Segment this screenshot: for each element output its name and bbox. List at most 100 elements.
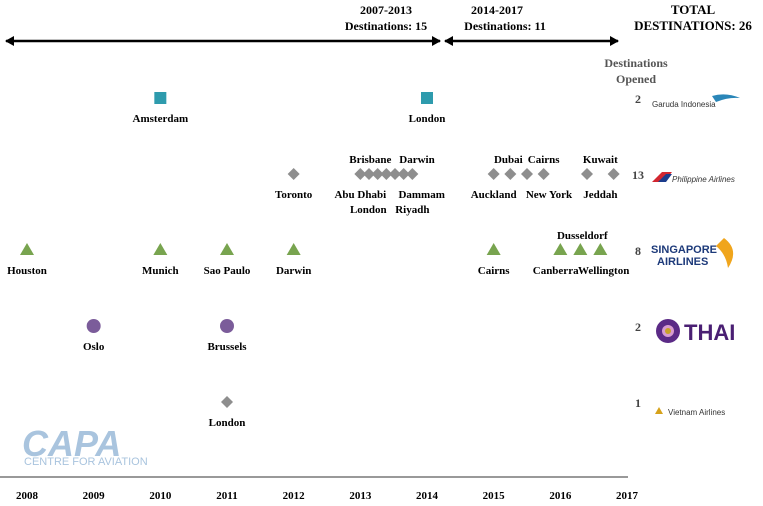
data-point — [593, 243, 608, 255]
x-axis-ticks: 2008 2009 2010 2011 2012 2013 2014 2015 2016 2017 — [16, 490, 639, 502]
point-label: London — [409, 113, 446, 125]
point-label: Brussels — [207, 341, 247, 353]
data-point — [573, 243, 588, 255]
sia-bird-icon — [716, 238, 734, 268]
point-label: London — [350, 204, 387, 216]
point-label: Riyadh — [395, 204, 429, 216]
destination-count: 8 — [635, 244, 641, 258]
point-label: Houston — [7, 265, 47, 277]
x-tick-label: 2013 — [349, 490, 372, 502]
point-label: Wellington — [578, 265, 629, 277]
data-point — [154, 92, 167, 104]
data-point — [521, 168, 533, 180]
point-label: Brisbane — [349, 154, 391, 166]
destination-counts: 2 13 8 2 1 — [632, 92, 644, 410]
pal-logo-text: Philippine Airlines — [672, 175, 735, 184]
period-1-line2: Destinations: 15 — [345, 19, 427, 33]
data-point — [504, 168, 517, 180]
data-point — [220, 243, 234, 255]
opened-header-line2: Opened — [616, 72, 656, 86]
thai-orchid-center-icon — [665, 328, 671, 334]
period-1-line1: 2007-2013 — [360, 3, 412, 17]
data-point — [380, 168, 393, 180]
period-2-line2: Destinations: 11 — [464, 19, 546, 33]
data-point — [287, 168, 300, 180]
thai-logo: THAI — [656, 319, 735, 345]
point-label: Dubai — [494, 154, 523, 166]
point-label: New York — [526, 189, 573, 201]
x-tick-label: 2008 — [16, 490, 39, 502]
garuda-logo: Garuda Indonesia — [652, 94, 740, 109]
destination-count: 13 — [632, 168, 644, 182]
data-labels: Amsterdam London Toronto Brisbane Darwin Abu … — [7, 113, 629, 429]
data-point — [86, 319, 101, 333]
singapore-airlines-logo: SINGAPORE AIRLINES — [651, 238, 734, 268]
point-label: Canberra — [533, 265, 579, 277]
point-label: Abu Dhabi — [334, 189, 386, 201]
data-point — [537, 168, 550, 180]
data-point — [397, 168, 410, 180]
point-label: Darwin — [276, 265, 311, 277]
data-point — [354, 168, 367, 180]
point-label: Darwin — [399, 154, 434, 166]
point-label: Cairns — [478, 265, 511, 277]
sia-logo-line2: AIRLINES — [657, 256, 708, 268]
garuda-bird-icon — [712, 94, 740, 102]
x-tick-label: 2012 — [283, 490, 306, 502]
data-point — [406, 168, 419, 180]
philippine-airlines-logo: Philippine Airlines — [652, 172, 735, 184]
sia-logo-line1: SINGAPORE — [651, 244, 717, 256]
data-point — [20, 243, 34, 255]
period-2-line1: 2014-2017 — [471, 3, 523, 17]
x-tick-label: 2017 — [616, 490, 639, 502]
data-point — [553, 243, 568, 255]
data-point — [486, 243, 501, 255]
capa-watermark: CAPA CENTRE FOR AVIATION — [22, 423, 148, 468]
data-marks — [20, 92, 620, 408]
data-point — [363, 168, 375, 180]
point-label: Kuwait — [583, 154, 618, 166]
vietnam-lotus-icon — [655, 407, 663, 414]
point-label: Amsterdam — [133, 113, 189, 125]
x-tick-label: 2014 — [416, 490, 439, 502]
point-label: Sao Paulo — [204, 265, 251, 277]
garuda-logo-text: Garuda Indonesia — [652, 100, 716, 109]
capa-watermark-main: CAPA — [22, 423, 121, 464]
thai-logo-text: THAI — [684, 320, 735, 345]
point-label: Toronto — [275, 189, 313, 201]
data-point — [220, 319, 234, 333]
data-point — [153, 243, 168, 255]
pal-blue-icon — [658, 174, 672, 182]
x-tick-label: 2009 — [83, 490, 106, 502]
point-label: Munich — [142, 265, 179, 277]
vietnam-logo-text: Vietnam Airlines — [668, 408, 725, 417]
total-line2: DESTINATIONS: 26 — [634, 18, 752, 33]
point-label: Auckland — [471, 189, 517, 201]
opened-header-line1: Destinations — [604, 56, 668, 70]
point-label: Dammam — [398, 189, 444, 201]
total-line1: TOTAL — [671, 2, 716, 17]
data-point — [607, 168, 620, 180]
x-tick-label: 2015 — [483, 490, 506, 502]
data-point — [371, 168, 384, 180]
destination-count: 2 — [635, 320, 641, 334]
point-label: Dusseldorf — [557, 230, 608, 242]
x-tick-label: 2010 — [149, 490, 172, 502]
point-label: London — [209, 417, 246, 429]
vietnam-airlines-logo: Vietnam Airlines — [655, 407, 725, 417]
data-point — [581, 168, 593, 180]
destination-count: 1 — [635, 396, 641, 410]
capa-watermark-sub: CENTRE FOR AVIATION — [24, 456, 148, 468]
data-point — [221, 396, 233, 408]
data-point — [389, 168, 401, 180]
data-point — [487, 168, 500, 180]
destination-count: 2 — [635, 92, 641, 106]
data-point — [286, 243, 301, 255]
point-label: Cairns — [528, 154, 561, 166]
point-label: Jeddah — [583, 189, 617, 201]
data-point — [421, 92, 433, 104]
x-tick-label: 2016 — [549, 490, 572, 502]
x-tick-label: 2011 — [216, 490, 237, 502]
point-label: Oslo — [83, 341, 105, 353]
